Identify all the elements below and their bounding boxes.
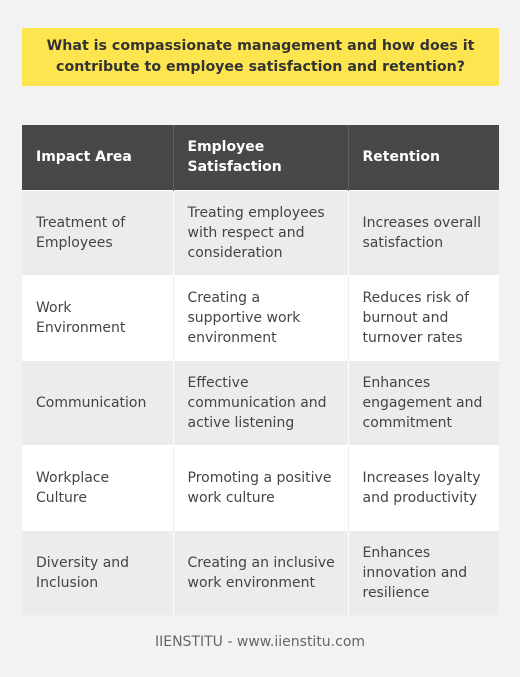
table-row: Diversity and Inclusion Creating an incl… <box>22 529 499 615</box>
impact-area-cell: Treatment of Employees <box>22 189 173 275</box>
retention-cell: Increases loyalty and productivity <box>347 444 499 530</box>
comparison-table-container: Impact Area Employee Satisfaction Retent… <box>22 125 499 615</box>
impact-area-cell: Workplace Culture <box>22 444 173 530</box>
retention-cell: Reduces risk of burnout and turnover rat… <box>347 274 499 360</box>
table-row: Communication Effective communication an… <box>22 359 499 445</box>
column-header-impact-area: Impact Area <box>22 125 173 190</box>
employee-satisfaction-cell: Creating a supportive work environment <box>172 274 348 360</box>
table-row: Workplace Culture Promoting a positive w… <box>22 444 499 530</box>
comparison-table: Impact Area Employee Satisfaction Retent… <box>22 125 499 615</box>
column-header-retention: Retention <box>347 125 499 190</box>
impact-area-cell: Work Environment <box>22 274 173 360</box>
retention-cell: Increases overall satisfaction <box>347 189 499 275</box>
impact-area-cell: Communication <box>22 359 173 445</box>
impact-area-cell: Diversity and Inclusion <box>22 529 173 615</box>
table-row: Work Environment Creating a supportive w… <box>22 274 499 360</box>
retention-cell: Enhances engagement and commitment <box>347 359 499 445</box>
footer-attribution: IIENSTITU - www.iienstitu.com <box>154 634 366 650</box>
column-header-employee-satisfaction: Employee Satisfaction <box>172 125 348 190</box>
retention-cell: Enhances innovation and resilience <box>347 529 499 615</box>
employee-satisfaction-cell: Treating employees with respect and cons… <box>172 189 348 275</box>
employee-satisfaction-cell: Effective communication and active liste… <box>172 359 348 445</box>
table-row: Treatment of Employees Treating employee… <box>22 189 499 275</box>
employee-satisfaction-cell: Promoting a positive work culture <box>172 444 348 530</box>
page-title: What is compassionate management and how… <box>22 28 499 86</box>
table-header-row: Impact Area Employee Satisfaction Retent… <box>22 125 499 190</box>
employee-satisfaction-cell: Creating an inclusive work environment <box>172 529 348 615</box>
